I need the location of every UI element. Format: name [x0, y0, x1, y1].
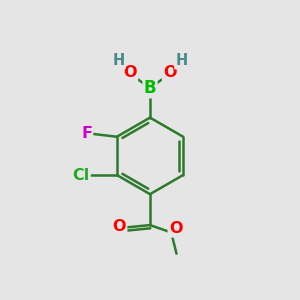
Text: B: B [144, 79, 156, 97]
Text: H: H [176, 53, 188, 68]
Text: O: O [112, 219, 126, 234]
Text: H: H [112, 53, 124, 68]
Text: O: O [169, 221, 182, 236]
Text: Cl: Cl [72, 167, 90, 182]
Text: O: O [124, 65, 137, 80]
Text: O: O [163, 65, 176, 80]
Text: F: F [81, 126, 92, 141]
